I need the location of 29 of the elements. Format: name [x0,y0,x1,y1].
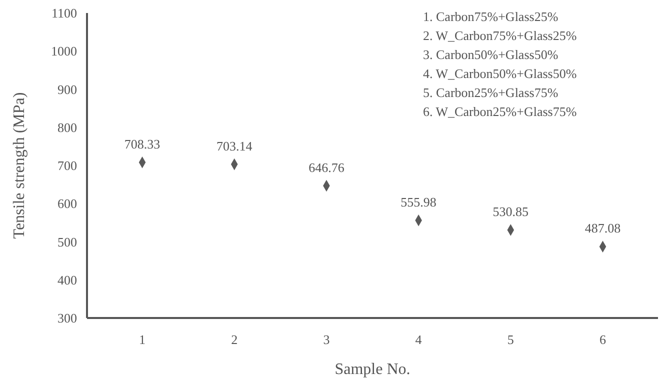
x-axis-title: Sample No. [334,361,410,378]
annotation: 6. W_Carbon25%+Glass75% [423,104,577,119]
annotation: 2. W_Carbon75%+Glass25% [423,28,577,43]
x-tick-label: 4 [415,332,422,347]
data-label: 646.76 [308,160,345,175]
data-label: 555.98 [400,194,436,210]
y-tick-label: 300 [58,310,77,326]
y-axis-title: Tensile strength (MPa) [11,92,28,239]
x-tick-label: 5 [507,332,514,347]
data-label: 703.14 [216,138,253,154]
y-tick-label: 800 [58,120,77,135]
annotation: 3. Carbon50%+Glass50% [423,47,558,62]
x-tick-label: 6 [599,332,606,347]
y-tick-label: 1000 [51,44,77,59]
x-tick-label: 1 [139,332,146,347]
annotation: 4. W_Carbon50%+Glass50% [423,66,577,81]
data-label: 530.85 [492,204,529,219]
y-tick-label: 400 [58,272,77,288]
x-tick-label: 3 [323,332,330,347]
annotation: 5. Carbon25%+Glass75% [423,85,558,100]
annotation: 1. Carbon75%+Glass25% [423,9,558,24]
y-tick-label: 1100 [51,6,77,21]
data-label: 708.33 [124,136,160,152]
data-label: 487.08 [584,220,621,236]
y-tick-label: 700 [58,158,77,174]
y-tick-label: 500 [58,234,77,250]
y-tick-label: 900 [58,82,77,97]
x-tick-label: 2 [231,332,238,347]
y-tick-label: 600 [58,196,77,212]
